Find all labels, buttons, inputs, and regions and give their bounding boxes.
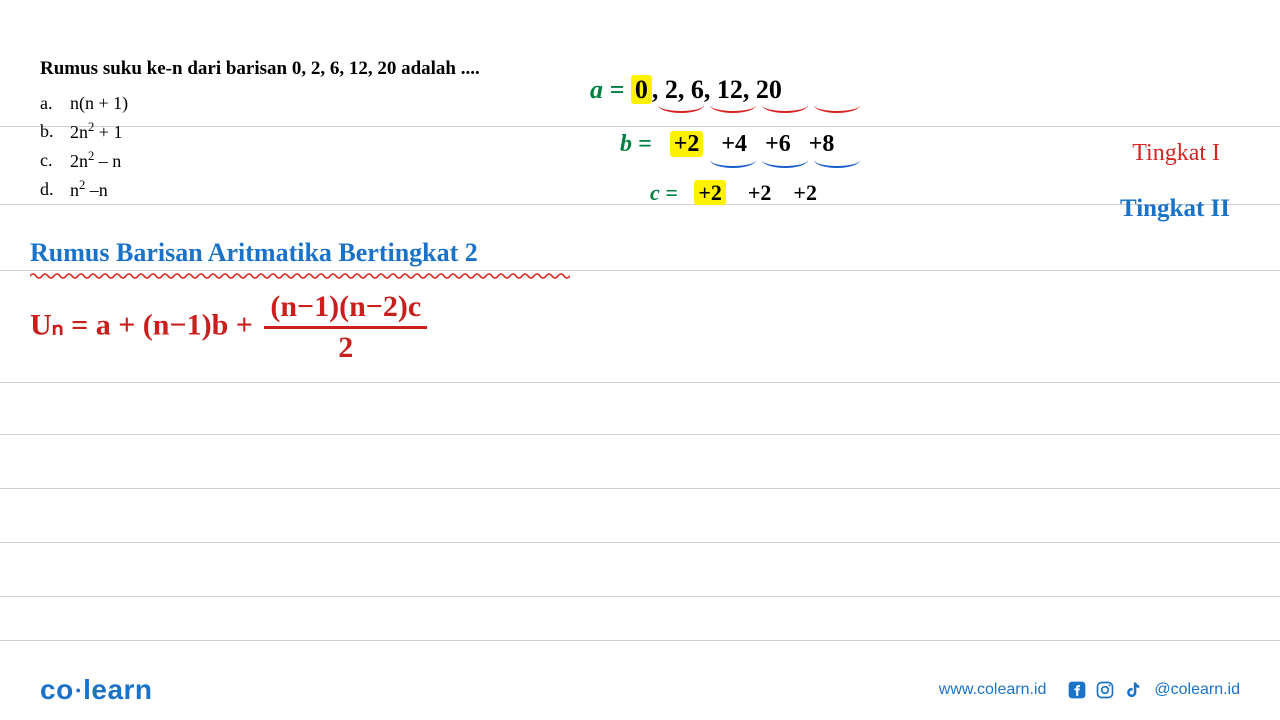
arc-blue-icon [710, 154, 756, 168]
question-text: Rumus suku ke-n dari barisan 0, 2, 6, 12… [40, 58, 480, 80]
c-label: c = [650, 180, 678, 205]
facebook-icon [1066, 679, 1088, 701]
option-label: d. [40, 176, 70, 205]
c-val-highlight: +2 [694, 180, 726, 205]
c-val: +2 [748, 180, 772, 205]
arc-red-icon [710, 99, 756, 113]
option-label: c. [40, 147, 70, 176]
option-label: a. [40, 90, 70, 118]
arc-red-icon [762, 99, 808, 113]
rule-line [0, 596, 1280, 597]
b-label: b = [620, 131, 652, 157]
option-text: n(n + 1) [70, 90, 128, 118]
rule-line [0, 640, 1280, 641]
social-icons: @colearn.id [1066, 679, 1240, 701]
fraction-denominator: 2 [264, 329, 427, 365]
arcs-level-1 [658, 99, 866, 113]
brand-logo: co•learn [40, 674, 153, 706]
level-2-label: Tingkat II [1120, 195, 1230, 223]
rule-line [0, 434, 1280, 435]
rule-line [0, 270, 1280, 271]
a-label: a = [590, 75, 624, 104]
formula-heading: Rumus Barisan Aritmatika Bertingkat 2 [30, 238, 478, 268]
level-1-label: Tingkat I [1132, 140, 1220, 167]
option-b: b. 2n2 + 1 [40, 118, 128, 147]
logo-left: co [40, 674, 74, 705]
option-c: c. 2n2 – n [40, 147, 128, 176]
work-area: a = 0, 2, 6, 12, 20 b = +2 +4 +6 +8 c = … [590, 75, 866, 206]
option-label: b. [40, 118, 70, 147]
options-list: a. n(n + 1) b. 2n2 + 1 c. 2n2 – n d. n2 … [40, 90, 128, 205]
sequence-c: c = +2 +2 +2 [650, 180, 866, 206]
instagram-icon [1094, 679, 1116, 701]
tiktok-icon [1122, 679, 1144, 701]
arc-red-icon [658, 99, 704, 113]
option-text: 2n2 – n [70, 147, 121, 176]
arc-blue-icon [814, 154, 860, 168]
option-d: d. n2 –n [40, 176, 128, 205]
logo-dot-icon: • [76, 682, 81, 698]
formula-un: Uₙ = a + (n−1)b + (n−1)(n−2)c 2 [30, 290, 427, 365]
footer: co•learn www.colearn.id @colearn.id [0, 660, 1280, 720]
logo-right: learn [83, 674, 152, 705]
arcs-level-2 [710, 154, 866, 168]
rule-line [0, 488, 1280, 489]
rule-line [0, 542, 1280, 543]
option-a: a. n(n + 1) [40, 90, 128, 118]
c-val: +2 [793, 180, 817, 205]
option-text: n2 –n [70, 176, 108, 205]
arc-red-icon [814, 99, 860, 113]
option-text: 2n2 + 1 [70, 118, 122, 147]
a-first-highlight: 0 [631, 75, 652, 104]
formula-lhs: Uₙ = a + (n−1)b + [30, 308, 260, 341]
social-handle: @colearn.id [1154, 681, 1240, 699]
rule-line [0, 382, 1280, 383]
fraction-numerator: (n−1)(n−2)c [264, 290, 427, 329]
site-url: www.colearn.id [939, 681, 1047, 699]
fraction: (n−1)(n−2)c 2 [264, 290, 427, 365]
squiggle-icon [30, 272, 570, 280]
arc-blue-icon [762, 154, 808, 168]
b-val-highlight: +2 [670, 131, 704, 157]
